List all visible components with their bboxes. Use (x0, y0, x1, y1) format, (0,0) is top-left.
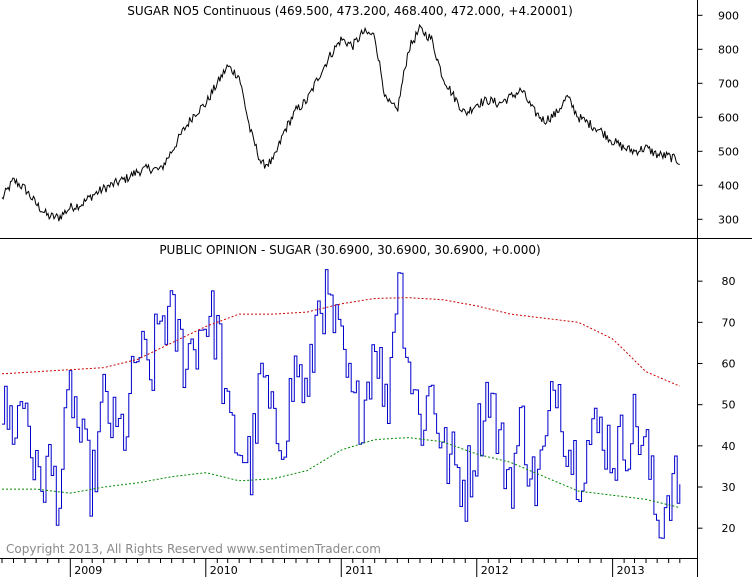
x-tick-label: 2009 (74, 564, 102, 577)
opinion-chart-title: PUBLIC OPINION - SUGAR (30.6900, 30.6900… (159, 243, 540, 257)
price-chart-title: SUGAR NO5 Continuous (469.500, 473.200, … (127, 4, 573, 18)
y-tick-label: 60 (722, 358, 736, 371)
price-panel: SUGAR NO5 Continuous (469.500, 473.200, … (1, 4, 739, 226)
opinion-panel: PUBLIC OPINION - SUGAR (30.6900, 30.6900… (1, 243, 736, 539)
opinion-series (1, 269, 681, 539)
y-tick-label: 600 (718, 111, 739, 124)
y-tick-label: 30 (722, 481, 736, 494)
y-tick-label: 900 (718, 9, 739, 22)
x-tick-label: 2013 (617, 564, 645, 577)
y-tick-label: 50 (722, 399, 736, 412)
y-tick-label: 40 (722, 440, 736, 453)
x-axis: 2009 2010 2011 2012 2013 (1, 558, 681, 577)
y-tick-label: 300 (718, 213, 739, 226)
y-tick-label: 70 (722, 316, 736, 329)
y-tick-label: 20 (722, 522, 736, 535)
opinion-y-axis: 80 70 60 50 40 30 20 (697, 275, 736, 535)
y-tick-label: 500 (718, 145, 739, 158)
y-tick-label: 700 (718, 77, 739, 90)
y-tick-label: 80 (722, 275, 736, 288)
price-series (1, 23, 680, 222)
price-series-line (1, 23, 680, 222)
x-tick-label: 2010 (210, 564, 238, 577)
price-y-axis: 900 800 700 600 500 400 300 (697, 9, 739, 226)
upper-band-line (1, 297, 680, 387)
x-tick-label: 2011 (345, 564, 373, 577)
lower-band-line (2, 437, 680, 509)
y-tick-label: 800 (718, 43, 739, 56)
y-tick-label: 400 (718, 179, 739, 192)
opinion-series-line (2, 269, 681, 539)
copyright-footer: Copyright 2013, All Rights Reserved www.… (6, 542, 381, 556)
x-tick-label: 2012 (481, 564, 509, 577)
